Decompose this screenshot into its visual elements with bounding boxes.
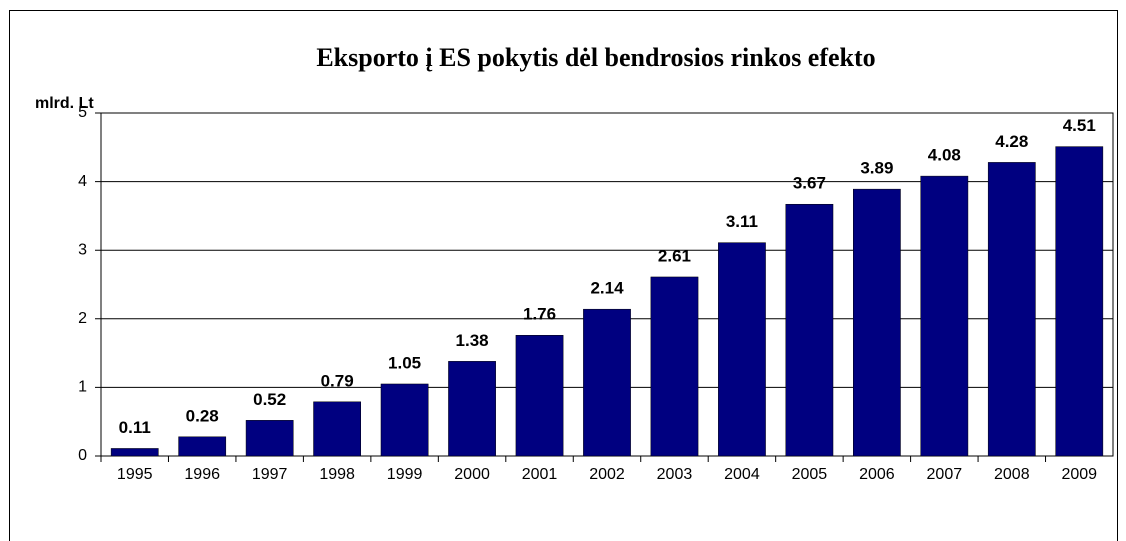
data-label: 0.52 bbox=[253, 390, 286, 409]
bar bbox=[313, 401, 361, 457]
y-tick-label: 2 bbox=[78, 310, 87, 327]
x-tick-label: 2005 bbox=[792, 466, 828, 483]
data-label: 3.11 bbox=[726, 212, 758, 231]
x-tick-label: 1996 bbox=[184, 466, 220, 483]
data-label: 1.38 bbox=[456, 331, 489, 350]
x-tick-label: 2004 bbox=[724, 466, 760, 483]
data-label: 3.67 bbox=[793, 174, 826, 193]
x-tick-label: 2009 bbox=[1061, 466, 1097, 483]
x-tick-label: 2003 bbox=[657, 466, 693, 483]
bar bbox=[245, 420, 294, 457]
bar bbox=[718, 242, 766, 457]
data-label: 0.79 bbox=[321, 371, 354, 390]
x-tick-label: 1995 bbox=[117, 466, 153, 483]
bar bbox=[380, 383, 429, 457]
data-label: 3.89 bbox=[860, 159, 893, 178]
bar bbox=[583, 308, 631, 457]
x-tick-label: 2001 bbox=[522, 466, 558, 483]
data-label: 4.28 bbox=[995, 132, 1028, 151]
data-label: 1.05 bbox=[388, 353, 421, 372]
bar bbox=[785, 203, 834, 457]
bar bbox=[515, 335, 564, 457]
data-label: 2.61 bbox=[658, 246, 691, 265]
data-label: 4.08 bbox=[928, 146, 961, 165]
x-tick-label: 1997 bbox=[252, 466, 288, 483]
bar bbox=[920, 175, 969, 457]
x-tick-label: 2002 bbox=[589, 466, 625, 483]
bar bbox=[178, 436, 227, 457]
bar bbox=[110, 448, 159, 457]
data-label: 1.76 bbox=[523, 305, 556, 324]
y-tick-label: 5 bbox=[78, 104, 87, 121]
bar bbox=[1055, 146, 1104, 457]
x-tick-label: 1998 bbox=[319, 466, 355, 483]
x-tick-label: 1999 bbox=[387, 466, 423, 483]
x-tick-label: 2008 bbox=[994, 466, 1030, 483]
chart-title: Eksporto į ES pokytis dėl bendrosios rin… bbox=[316, 43, 875, 72]
x-tick-label: 2006 bbox=[859, 466, 895, 483]
data-label: 0.28 bbox=[186, 406, 219, 425]
data-label: 0.11 bbox=[119, 418, 151, 437]
bar bbox=[853, 188, 901, 457]
bar bbox=[448, 361, 496, 457]
x-tick-label: 2007 bbox=[927, 466, 963, 483]
data-label: 4.51 bbox=[1063, 116, 1096, 135]
bar bbox=[650, 276, 699, 457]
y-axis-label: mlrd. Lt bbox=[35, 95, 94, 112]
y-tick-label: 1 bbox=[78, 379, 87, 396]
chart-border bbox=[9, 10, 1118, 541]
data-label: 2.14 bbox=[590, 279, 624, 298]
y-tick-label: 4 bbox=[78, 173, 87, 190]
x-tick-label: 2000 bbox=[454, 466, 490, 483]
bar bbox=[987, 162, 1036, 457]
y-tick-label: 0 bbox=[78, 447, 87, 464]
y-tick-label: 3 bbox=[78, 241, 87, 258]
